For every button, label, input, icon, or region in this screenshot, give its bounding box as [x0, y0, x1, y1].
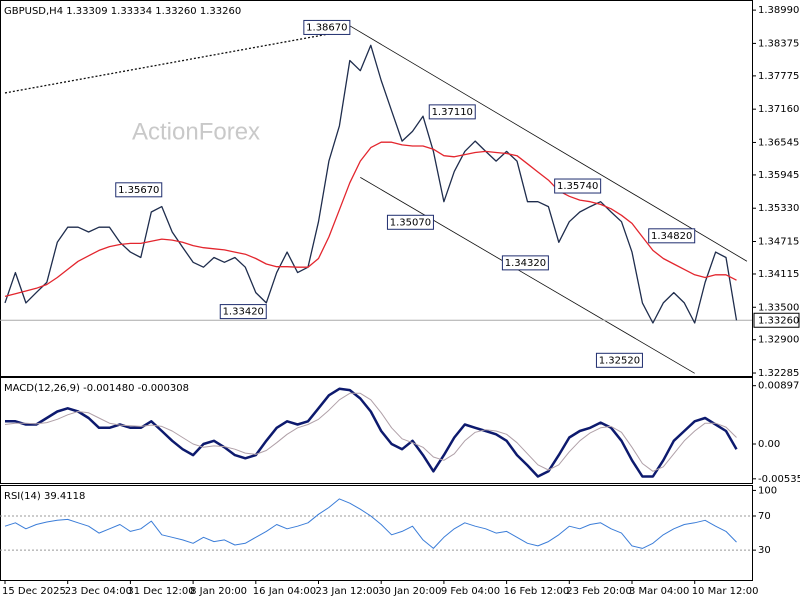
- y-tick-label: 1.32900: [758, 335, 799, 346]
- price-annotation-label: 1.33420: [223, 307, 264, 318]
- x-tick-label: 16 Jan 04:00: [253, 586, 316, 597]
- panel-title: MACD(12,26,9) -0.001480 -0.000308: [4, 383, 189, 394]
- series-line: [4, 44, 738, 324]
- price-annotation-label: 1.37110: [432, 107, 473, 118]
- price-annotation-label: 1.35670: [118, 185, 159, 196]
- price-annotation: [501, 255, 549, 271]
- series-line: [4, 141, 737, 298]
- x-tick-label: 23 Dec 04:00: [65, 586, 132, 597]
- panel-title: GBPUSD,H4 1.33309 1.33334 1.33260 1.3326…: [4, 6, 241, 17]
- price-annotation-label: 1.35070: [390, 217, 431, 228]
- trend-line: [349, 25, 748, 262]
- x-tick-label: 9 Feb 04:00: [441, 586, 500, 597]
- x-tick-label: 10 Mar 12:00: [692, 586, 759, 597]
- price-annotation-label: 1.34820: [651, 231, 692, 242]
- x-tick-label: 31 Dec 12:00: [127, 586, 194, 597]
- x-tick-label: 30 Jan 20:00: [378, 586, 441, 597]
- price-annotation-label: 1.32520: [599, 355, 640, 366]
- price-annotation: [303, 19, 351, 35]
- series-line: [5, 387, 738, 478]
- series-line: [4, 392, 737, 472]
- trend-line: [4, 29, 350, 94]
- last-price-label: 1.33260: [758, 315, 799, 326]
- x-tick-label: 16 Feb 12:00: [504, 586, 570, 597]
- price-annotation: [386, 214, 434, 230]
- y-tick-label: 30: [758, 545, 771, 556]
- price-annotation: [554, 178, 602, 194]
- price-annotation-label: 1.35740: [557, 181, 598, 192]
- y-tick-label: 100: [758, 485, 777, 496]
- y-tick-label: 1.34715: [758, 237, 799, 248]
- y-tick-label: 1.37160: [758, 104, 799, 115]
- x-tick-label: 3 Mar 04:00: [629, 586, 689, 597]
- panel-frame: [0, 0, 753, 377]
- x-tick-label: 8 Jan 20:00: [190, 586, 247, 597]
- y-tick-label: 1.38990: [758, 5, 799, 16]
- y-tick-label: 0.00: [758, 439, 780, 450]
- last-price-box: [753, 312, 800, 328]
- panel-title: RSI(14) 39.4118: [4, 491, 85, 502]
- price-annotation: [115, 182, 163, 198]
- price-annotation: [428, 104, 476, 120]
- y-tick-label: 1.38375: [758, 38, 799, 49]
- price-annotation-label: 1.34320: [505, 258, 546, 269]
- trend-line: [360, 177, 695, 374]
- y-tick-label: 1.34115: [758, 269, 799, 280]
- x-tick-label: 23 Feb 20:00: [566, 586, 632, 597]
- price-annotation: [595, 352, 643, 368]
- y-tick-label: 0.008972: [758, 381, 800, 392]
- price-annotation: [648, 228, 696, 244]
- watermark: ActionForex: [132, 118, 260, 145]
- y-tick-label: 1.33500: [758, 302, 799, 313]
- price-annotation: [219, 304, 267, 320]
- y-tick-label: 1.35330: [758, 203, 799, 214]
- y-tick-label: 1.32285: [758, 368, 799, 379]
- y-tick-label: 70: [758, 511, 771, 522]
- y-tick-label: 1.37775: [758, 71, 799, 82]
- panel-frame: [0, 377, 753, 484]
- x-tick-label: 23 Jan 12:00: [316, 586, 379, 597]
- price-annotation-label: 1.38670: [306, 22, 347, 33]
- y-tick-label: 1.36545: [758, 137, 799, 148]
- y-tick-label: 1.35945: [758, 170, 799, 181]
- y-tick-label: -0.005356: [758, 474, 800, 485]
- series-line: [4, 498, 737, 549]
- panel-frame: [0, 485, 753, 581]
- x-tick-label: 15 Dec 2025: [2, 586, 66, 597]
